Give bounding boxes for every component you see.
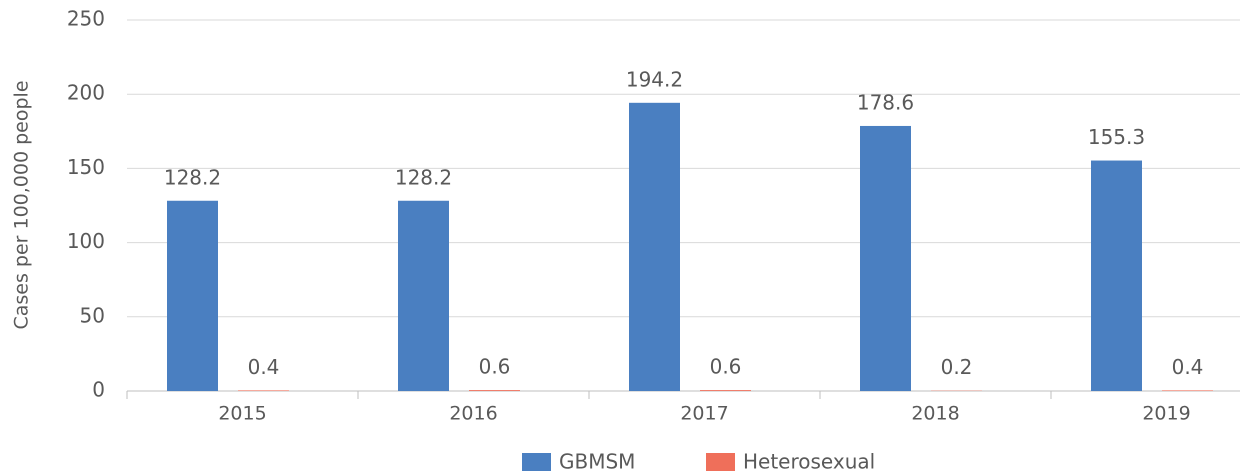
data-label: 128.2 xyxy=(395,165,452,189)
bar xyxy=(238,390,289,391)
x-tick-label: 2019 xyxy=(1142,403,1190,425)
data-label: 0.6 xyxy=(710,355,742,379)
bar xyxy=(700,390,751,391)
y-tick-label: 250 xyxy=(67,7,105,31)
bar xyxy=(629,102,680,392)
y-axis-title: Cases per 100,000 people xyxy=(11,80,33,329)
y-tick-label: 150 xyxy=(67,155,105,179)
data-label: 0.4 xyxy=(1172,355,1204,379)
y-tick-label: 200 xyxy=(67,81,105,105)
bar xyxy=(1091,160,1142,391)
data-label: 178.6 xyxy=(857,90,914,114)
bar xyxy=(860,125,911,391)
legend-label: Heterosexual xyxy=(743,450,875,472)
data-label: 0.2 xyxy=(941,355,973,379)
bar xyxy=(167,200,218,391)
x-tick-label: 2016 xyxy=(449,403,497,425)
bar xyxy=(398,200,449,391)
y-tick-label: 0 xyxy=(92,378,105,402)
data-label: 155.3 xyxy=(1088,125,1145,149)
data-label: 194.2 xyxy=(626,67,683,91)
bar xyxy=(1162,390,1213,391)
legend-swatch xyxy=(706,453,735,471)
x-tick-label: 2017 xyxy=(680,403,728,425)
bar xyxy=(469,390,520,391)
legend-swatch xyxy=(522,453,551,471)
y-tick-label: 100 xyxy=(67,229,105,253)
legend-label: GBMSM xyxy=(559,450,635,472)
y-tick-label: 50 xyxy=(80,303,105,327)
x-tick-label: 2018 xyxy=(911,403,959,425)
data-label: 128.2 xyxy=(164,165,221,189)
data-label: 0.6 xyxy=(479,355,511,379)
x-tick-label: 2015 xyxy=(218,403,266,425)
data-label: 0.4 xyxy=(248,355,280,379)
